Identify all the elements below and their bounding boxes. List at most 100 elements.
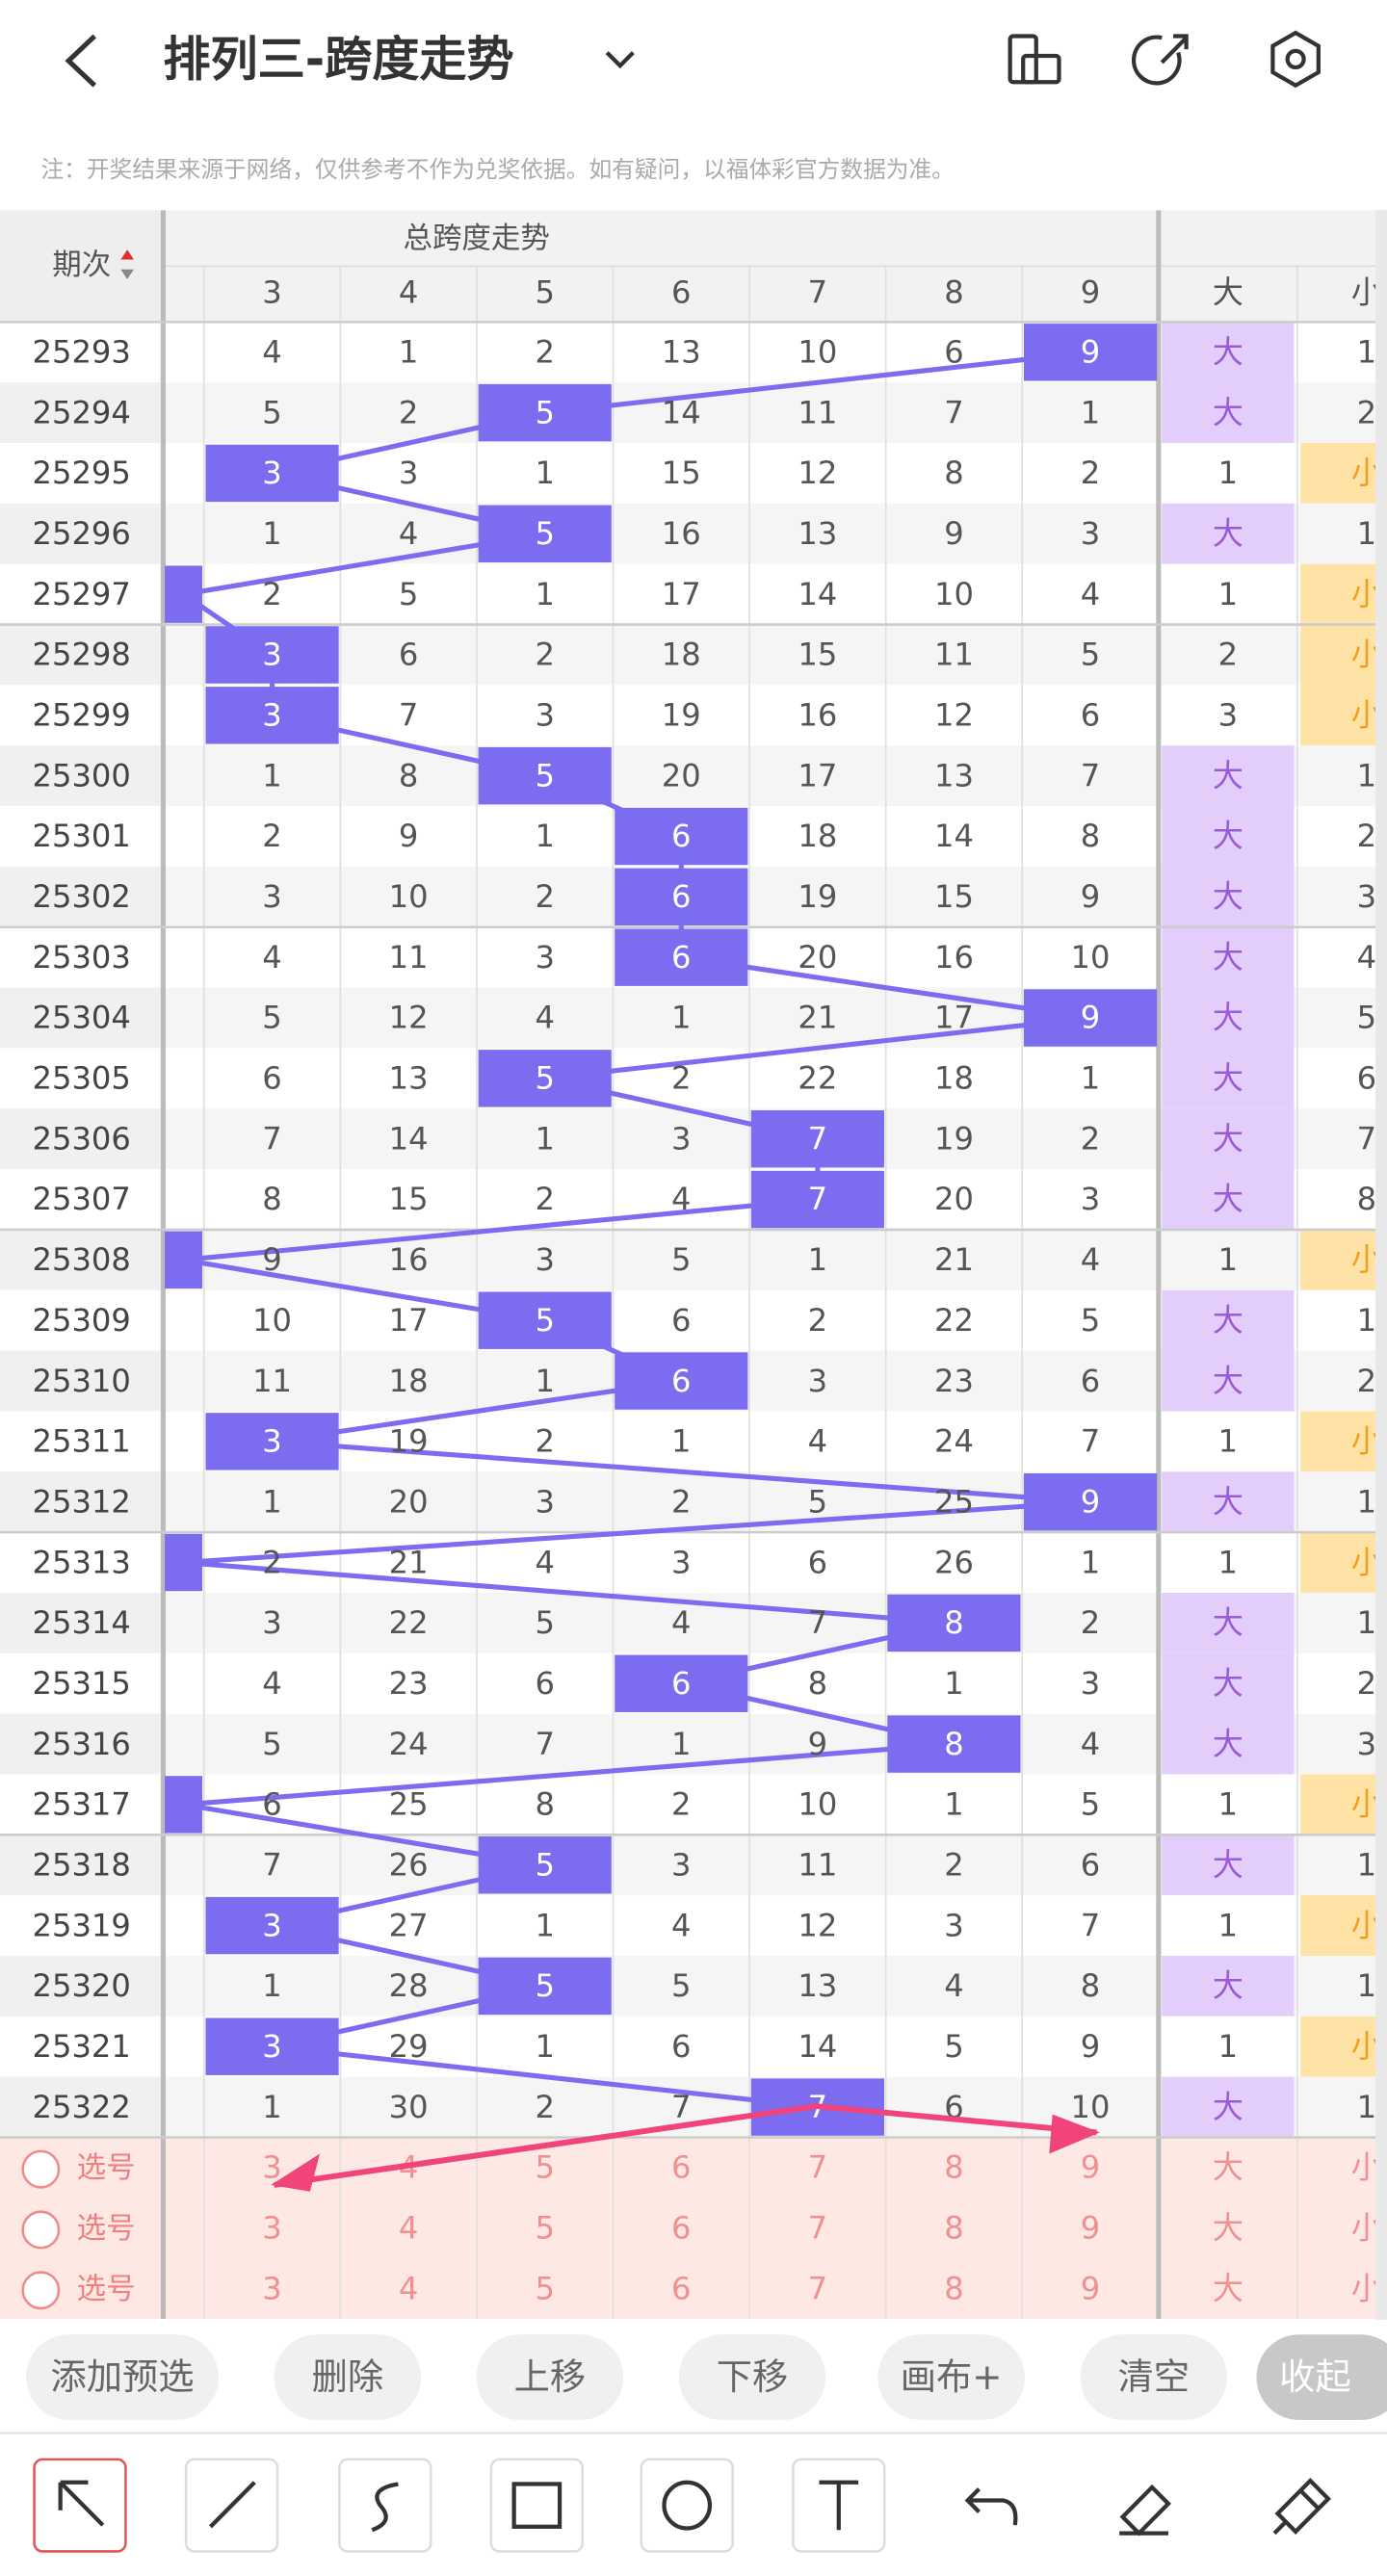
miss-value: 8: [535, 1786, 554, 1823]
hit-value: 7: [808, 1120, 827, 1157]
dropdown[interactable]: [605, 51, 635, 69]
back-button[interactable]: [65, 34, 96, 88]
preselect-value[interactable]: 7: [808, 2209, 827, 2246]
select-radio[interactable]: [21, 2149, 61, 2189]
sort-icon[interactable]: [120, 269, 134, 280]
preselect-value[interactable]: 6: [671, 2270, 691, 2306]
period-cell-bg: [0, 382, 164, 444]
miss-value: 16: [389, 1241, 429, 1278]
big-cell-bg: [1162, 1834, 1295, 1896]
settings-icon[interactable]: [1270, 30, 1321, 89]
sort-icon[interactable]: [120, 249, 134, 260]
preselect-value[interactable]: 3: [262, 2270, 281, 2306]
preselect-value[interactable]: 大: [1213, 2209, 1243, 2246]
preselect-value[interactable]: 4: [399, 2270, 418, 2306]
miss-value: 2: [671, 1786, 691, 1823]
miss-value: 29: [389, 2028, 429, 2065]
big-value: 大: [1213, 1604, 1243, 1641]
period-cell-bg: [0, 563, 164, 625]
circle-tool[interactable]: [640, 2458, 734, 2553]
miss-value: 7: [399, 696, 418, 733]
miss-value: 2: [535, 2089, 554, 2125]
select-radio[interactable]: [21, 2210, 61, 2250]
miss-value: 10: [934, 576, 974, 612]
hit-value: 5: [535, 515, 554, 552]
preselect-value[interactable]: 6: [671, 2209, 691, 2246]
button-label[interactable]: 下移: [717, 2355, 789, 2398]
layout-icon[interactable]: [1008, 34, 1061, 85]
select-label[interactable]: 选号: [77, 2273, 136, 2306]
miss-value: 11: [389, 939, 429, 976]
button-label[interactable]: 删除: [312, 2355, 384, 2398]
miss-value: 6: [944, 333, 963, 370]
period-cell-bg: [0, 1229, 164, 1290]
miss-value: 3: [262, 878, 281, 915]
action-button[interactable]: [877, 2334, 1025, 2420]
big-value: 大: [1213, 1000, 1243, 1036]
clear-tool[interactable]: [1272, 2478, 1332, 2536]
preselect-value[interactable]: 大: [1213, 2270, 1243, 2306]
preselect-value[interactable]: 大: [1213, 2149, 1243, 2186]
curve-tool[interactable]: [338, 2458, 432, 2553]
miss-value: 22: [389, 1604, 429, 1641]
select-radio[interactable]: [21, 2271, 61, 2310]
action-button[interactable]: [1080, 2334, 1227, 2420]
action-button[interactable]: [1256, 2334, 1387, 2420]
preselect-value[interactable]: 8: [944, 2270, 963, 2306]
text-tool[interactable]: [792, 2458, 886, 2553]
miss-value: 3: [671, 1120, 691, 1157]
preselect-value[interactable]: 6: [671, 2149, 691, 2186]
preselect-value[interactable]: 5: [535, 2149, 554, 2186]
hit-value: 6: [671, 1363, 691, 1399]
big-value: 大: [1213, 1967, 1243, 2004]
preselect-value[interactable]: 9: [1081, 2270, 1100, 2306]
preselect-value[interactable]: 5: [535, 2209, 554, 2246]
preselect-value[interactable]: 5: [535, 2270, 554, 2306]
miss-value: 22: [934, 1302, 974, 1339]
preselect-value[interactable]: 7: [808, 2149, 827, 2186]
preselect-value[interactable]: 小: [1351, 2209, 1382, 2246]
button-label[interactable]: 收起: [1279, 2355, 1351, 2398]
action-button[interactable]: [26, 2334, 220, 2420]
big-value: 大: [1213, 878, 1243, 915]
rect-tool[interactable]: [489, 2458, 585, 2553]
button-label[interactable]: 上移: [514, 2355, 587, 2398]
button-label[interactable]: 清空: [1117, 2355, 1190, 2398]
miss-value: 2: [1081, 1120, 1100, 1157]
small-value: 小: [1351, 637, 1382, 673]
big-value: 大: [1213, 1665, 1243, 1702]
hit-value: 6: [671, 1665, 691, 1702]
preselect-value[interactable]: 小: [1351, 2270, 1382, 2306]
undo-tool[interactable]: [964, 2487, 1018, 2526]
miss-value: 2: [262, 818, 281, 854]
action-button[interactable]: [678, 2334, 826, 2420]
eraser-tool[interactable]: [1119, 2484, 1171, 2537]
button-label[interactable]: 画布+: [901, 2355, 1003, 2398]
preselect-value[interactable]: 3: [262, 2209, 281, 2246]
miss-value: 7: [1081, 1907, 1100, 1943]
select-tool[interactable]: [33, 2458, 127, 2553]
row-bg: [0, 563, 1376, 625]
button-label[interactable]: 添加预选: [51, 2355, 195, 2398]
share-icon[interactable]: [1131, 34, 1189, 86]
arrow-head: [1049, 2114, 1100, 2154]
preselect-value[interactable]: 8: [944, 2149, 963, 2186]
small-value: 小: [1351, 696, 1382, 733]
hit-value: 9: [1081, 1483, 1100, 1520]
select-label[interactable]: 选号: [77, 2151, 136, 2185]
preselect-value[interactable]: 小: [1351, 2149, 1382, 2186]
select-label[interactable]: 选号: [77, 2212, 136, 2246]
preselect-value[interactable]: 4: [399, 2209, 418, 2246]
miss-value: 3: [262, 1604, 281, 1641]
action-button[interactable]: [476, 2334, 624, 2420]
preselect-value[interactable]: 9: [1081, 2149, 1100, 2186]
preselect-value[interactable]: 7: [808, 2270, 827, 2306]
miss-value: 4: [1081, 1726, 1100, 1762]
miss-value: 24: [934, 1423, 974, 1460]
preselect-value[interactable]: 8: [944, 2209, 963, 2246]
line-tool[interactable]: [184, 2458, 279, 2553]
big-cell-bg: [1162, 1592, 1295, 1653]
preselect-value[interactable]: 3: [262, 2149, 281, 2186]
preselect-value[interactable]: 9: [1081, 2209, 1100, 2246]
action-button[interactable]: [274, 2334, 422, 2420]
